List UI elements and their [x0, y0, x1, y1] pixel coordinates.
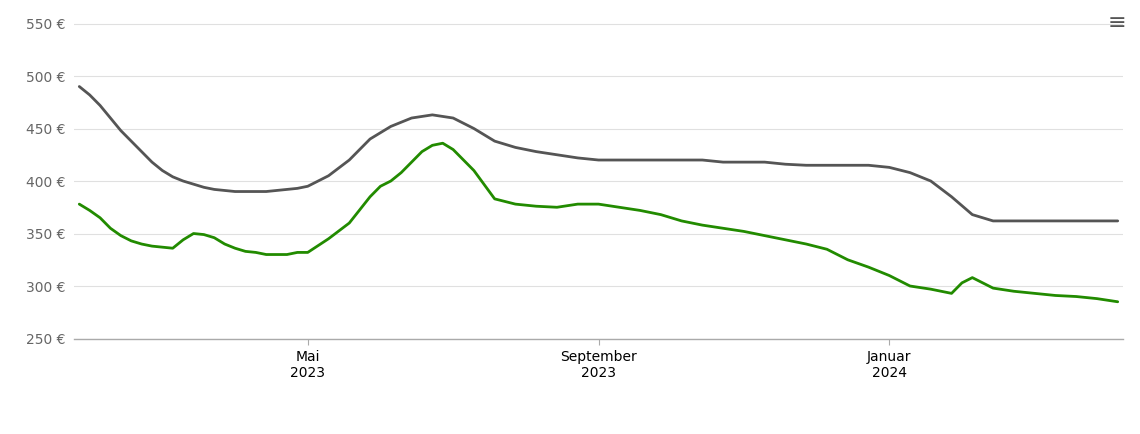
Text: ≡: ≡ [1108, 13, 1126, 33]
